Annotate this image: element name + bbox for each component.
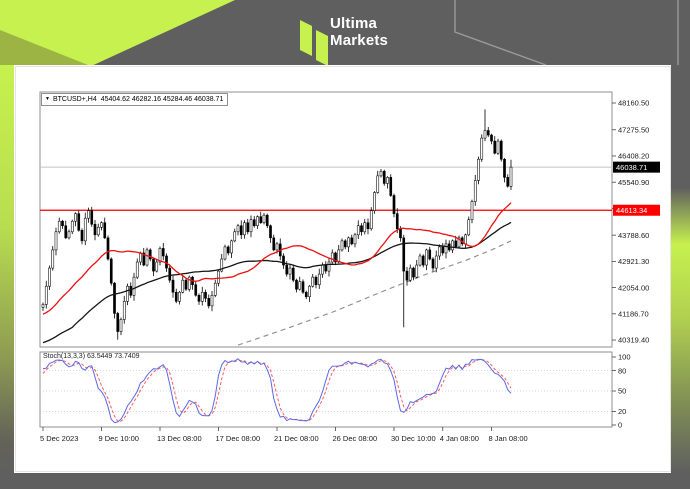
ma-fast-line: [42, 202, 512, 315]
left-accent-strip: [0, 65, 14, 473]
right-accent-strip: [671, 65, 690, 473]
hline-price-tag: 44613.34: [613, 204, 660, 216]
svg-text:41186.70: 41186.70: [618, 310, 649, 319]
svg-text:4 Jan 08:00: 4 Jan 08:00: [440, 434, 479, 443]
svg-text:45540.90: 45540.90: [618, 178, 649, 187]
candles-group: [41, 109, 513, 340]
symbol-label: BTCUSD+,H4: [52, 96, 97, 103]
svg-text:21 Dec 08:00: 21 Dec 08:00: [274, 434, 319, 443]
svg-text:5 Dec 2023: 5 Dec 2023: [40, 434, 78, 443]
svg-text:48160.50: 48160.50: [618, 99, 649, 108]
logo-line1: Ultima: [330, 15, 378, 32]
ohlc-values: 45404.62 46282.16 45284.46 46038.71: [100, 96, 224, 103]
stoch-grid: [40, 370, 612, 412]
svg-text:26 Dec 08:00: 26 Dec 08:00: [333, 434, 378, 443]
chart-card: [15, 66, 671, 472]
ma-slow-line: [42, 221, 512, 344]
stoch-main-line: [42, 358, 512, 424]
svg-text:80: 80: [618, 366, 626, 375]
svg-text:8 Jan 08:00: 8 Jan 08:00: [489, 434, 528, 443]
collapse-triangle-icon[interactable]: ▼: [45, 96, 50, 102]
svg-text:0: 0: [618, 421, 622, 430]
svg-text:20: 20: [618, 407, 626, 416]
svg-text:46408.20: 46408.20: [618, 152, 649, 161]
time-axis: 5 Dec 2023 9 Dec 10:00 13 Dec 08:00 17 Dec …: [40, 427, 528, 443]
svg-text:47275.50: 47275.50: [618, 125, 649, 134]
symbol-info-box[interactable]: ▼ BTCUSD+,H4 45404.62 46282.16 45284.46 46…: [41, 93, 229, 106]
price-axis: 48160.5047275.5046408.2045540.9044673.60…: [612, 99, 649, 345]
svg-text:13 Dec 08:00: 13 Dec 08:00: [157, 434, 202, 443]
svg-text:40319.40: 40319.40: [618, 336, 649, 345]
stoch-signal-line: [42, 359, 512, 422]
svg-text:44613.34: 44613.34: [616, 206, 647, 215]
svg-text:30 Dec 10:00: 30 Dec 10:00: [391, 434, 436, 443]
stoch-axis: 100 80 50 20 0: [612, 353, 631, 430]
panel-borders: [39, 91, 613, 428]
current-price-tag: 46038.71: [613, 161, 660, 173]
svg-text:9 Dec 10:00: 9 Dec 10:00: [99, 434, 139, 443]
price-lines: [40, 166, 612, 211]
svg-text:46038.71: 46038.71: [616, 163, 647, 172]
stoch-indicator-label: Stoch(13,3,3) 63.5449 73.7409: [43, 353, 140, 360]
svg-text:100: 100: [618, 353, 631, 362]
svg-text:43788.60: 43788.60: [618, 231, 649, 240]
svg-text:17 Dec 08:00: 17 Dec 08:00: [216, 434, 261, 443]
svg-text:42054.00: 42054.00: [618, 283, 649, 292]
logo-text: Ultima Markets: [330, 15, 388, 49]
logo-line2: Markets: [330, 32, 389, 49]
svg-text:42921.30: 42921.30: [618, 257, 649, 266]
svg-text:50: 50: [618, 387, 626, 396]
brand-footer: [0, 473, 690, 489]
